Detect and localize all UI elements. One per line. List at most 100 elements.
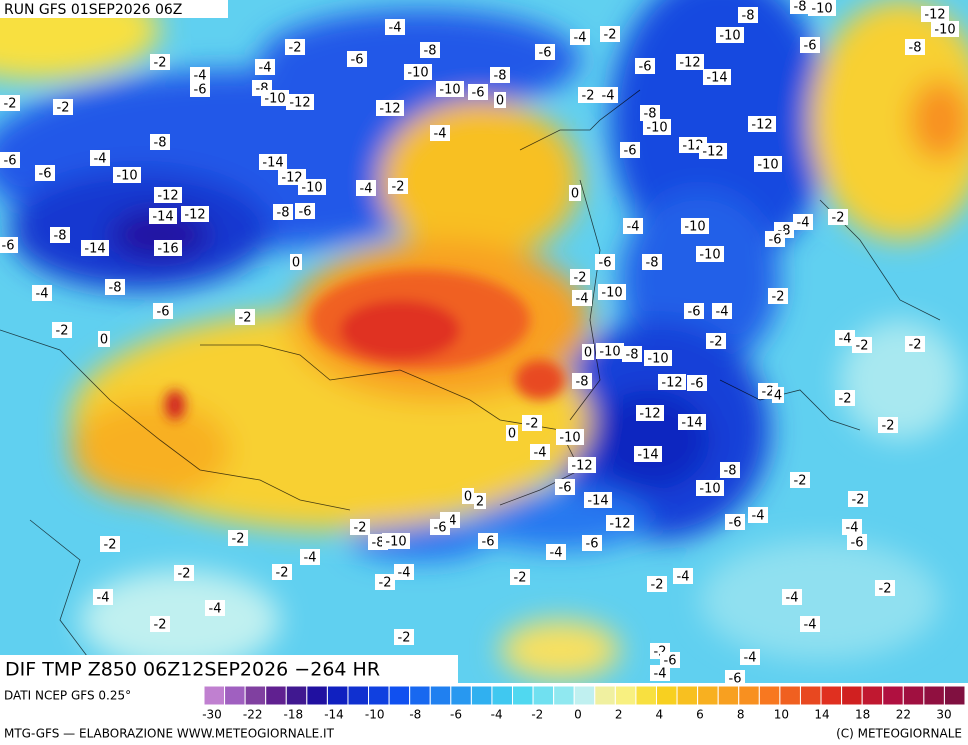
- contour-label: -10: [811, 2, 832, 17]
- colorbar-label: -14: [324, 708, 344, 722]
- contour-label-bg: [703, 69, 731, 85]
- colorbar-swatch: [306, 685, 328, 706]
- contour-label-bg: [800, 616, 820, 632]
- contour-label: -4: [716, 305, 729, 320]
- contour-label-bg: [647, 576, 667, 592]
- contour-label: -6: [729, 672, 742, 687]
- contour-label-bg: [847, 534, 867, 550]
- contour-label-bg: [595, 254, 615, 270]
- contour-label: -4: [534, 446, 547, 461]
- contour-label-bg: [606, 515, 634, 531]
- colorbar-swatch: [758, 685, 781, 706]
- colorbar-swatch: [244, 685, 267, 706]
- contour-label-bg: [765, 231, 785, 247]
- contour-label: -10: [647, 352, 668, 367]
- contour-label: -8: [644, 107, 657, 122]
- contour-label-bg: [261, 90, 289, 106]
- contour-label-bg: [350, 519, 370, 535]
- contour-label: -8: [154, 136, 167, 151]
- contour-label-bg: [90, 150, 110, 166]
- legend-source: DATI NCEP GFS 0.25°: [4, 689, 131, 703]
- contour-label-bg: [921, 6, 949, 22]
- colorbar-swatch: [203, 685, 226, 706]
- contour-label-bg: [356, 180, 376, 196]
- contour-label: -4: [839, 332, 852, 347]
- contour-label: -12: [281, 171, 302, 186]
- contour-label-bg: [673, 568, 693, 584]
- contour-label: -6: [688, 305, 701, 320]
- contour-label: 0: [100, 333, 108, 348]
- contour-label: -10: [301, 181, 322, 196]
- colorbar-swatch: [512, 685, 534, 706]
- contour-label-bg: [738, 7, 758, 23]
- colorbar-swatch: [594, 685, 616, 706]
- contour-label-bg: [388, 178, 408, 194]
- contour-label-bg: [878, 417, 898, 433]
- contour-label: -6: [39, 167, 52, 182]
- contour-label-bg: [725, 670, 745, 686]
- colorbar-swatch: [676, 685, 699, 706]
- contour-label: -6: [351, 53, 364, 68]
- contour-label: -10: [385, 535, 406, 550]
- map-field: [0, 0, 968, 683]
- colorbar-label: -8: [409, 708, 421, 722]
- contour-label: -12: [379, 102, 400, 117]
- contour-label-bg: [660, 652, 680, 668]
- contour-label-bg: [636, 405, 664, 421]
- contour-label: -2: [879, 582, 892, 597]
- contour-label-bg: [286, 94, 314, 110]
- colorbar-swatch: [943, 685, 966, 706]
- colorbar-swatch: [450, 685, 472, 706]
- contour-label-bg: [490, 67, 510, 83]
- contour-label: -6: [4, 154, 17, 169]
- contour-label-bg: [754, 156, 782, 172]
- contour-label: -12: [702, 145, 723, 160]
- contour-label-bg: [640, 105, 660, 121]
- contour-label-bg: [0, 152, 20, 168]
- contour-label: -10: [439, 83, 460, 98]
- footer-left: MTG-GFS — ELABORAZIONE WWW.METEOGIORNALE…: [4, 727, 335, 741]
- contour-label-bg: [790, 472, 810, 488]
- contour-label: -2: [604, 28, 617, 43]
- contour-label: -4: [550, 546, 563, 561]
- contour-label: -2: [794, 474, 807, 489]
- contour-label: -2: [651, 578, 664, 593]
- contour-label: -10: [599, 345, 620, 360]
- contour-label: -2: [276, 566, 289, 581]
- contour-label: -6: [586, 537, 599, 552]
- contour-label-bg: [0, 95, 20, 111]
- contour-label: -2: [392, 180, 405, 195]
- contour-label-bg: [790, 0, 810, 14]
- colorbar-label: 6: [696, 708, 704, 722]
- contour-label: -2: [526, 417, 539, 432]
- contour-label-bg: [300, 549, 320, 565]
- map-title-bg: [0, 655, 458, 684]
- contour-label: 0: [292, 256, 300, 271]
- header-bg: [0, 0, 228, 18]
- contour-label-bg: [205, 600, 225, 616]
- contour-label-bg: [578, 87, 598, 103]
- contour-label: -6: [2, 239, 15, 254]
- contour-label-bg: [570, 269, 590, 285]
- contour-label: -10: [699, 482, 720, 497]
- contour-label-bg: [740, 649, 760, 665]
- contour-labels: -4-2 -8-6 -6-4 -2-8-8 -10 -12-10-10-6 -8-2-4-4…: [0, 0, 959, 687]
- contour-label-bg: [835, 330, 855, 346]
- contour-label: -8: [277, 206, 290, 221]
- contour-label: -14: [262, 156, 283, 171]
- contour-label-bg: [385, 19, 405, 35]
- contour-label-bg: [154, 240, 182, 256]
- contour-label: -2: [710, 335, 723, 350]
- contour-label-bg: [598, 87, 618, 103]
- contour-label: -10: [934, 23, 955, 38]
- colorbar-swatch: [779, 685, 801, 706]
- contour-label-bg: [32, 285, 52, 301]
- contour-label-bg: [98, 331, 110, 347]
- contour-label-bg: [394, 564, 414, 580]
- colorbar-swatch: [614, 685, 637, 706]
- contour-label: 2: [476, 495, 484, 510]
- contour-label-bg: [468, 84, 488, 100]
- footer-right: (C) METEOGIORNALE: [836, 727, 962, 741]
- contour-label: -8: [424, 44, 437, 59]
